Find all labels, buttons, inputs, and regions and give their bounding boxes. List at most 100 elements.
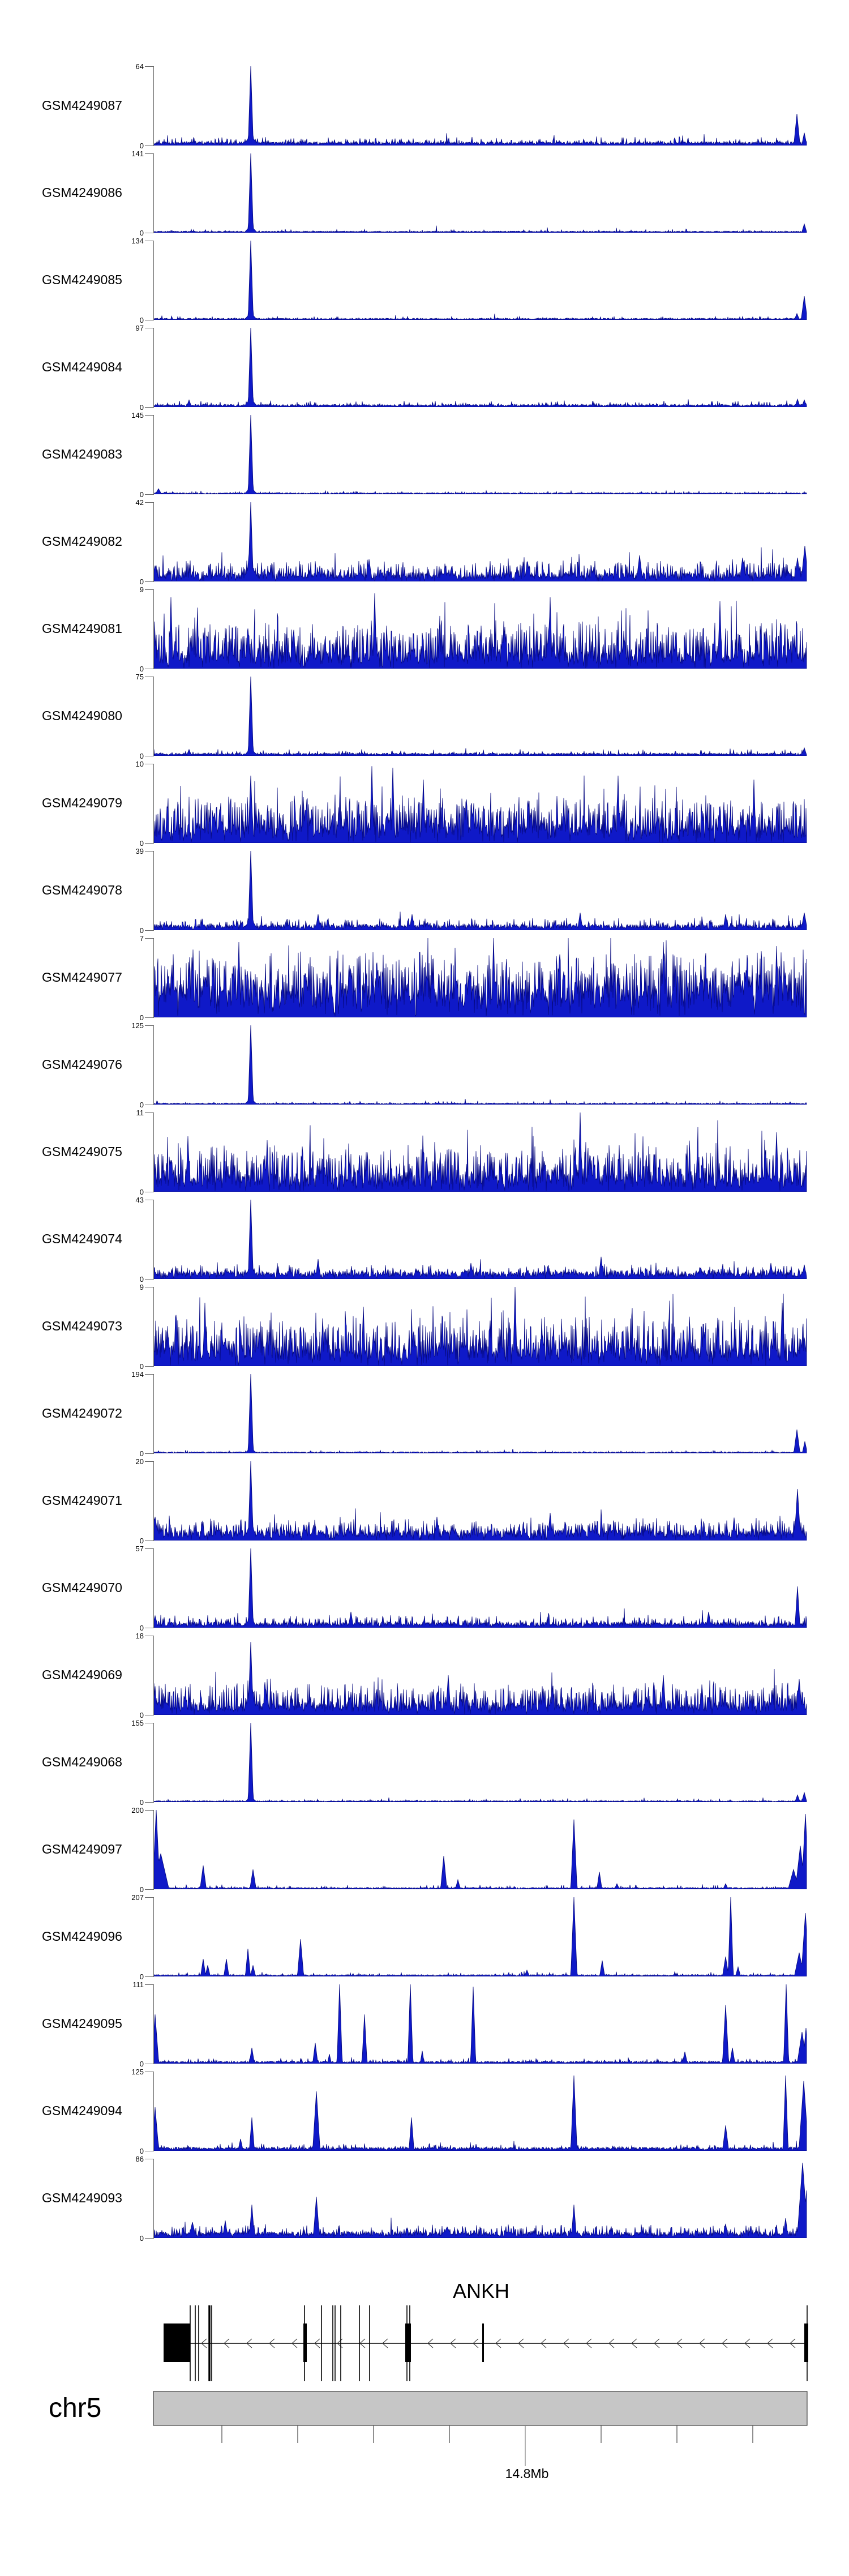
strand-arrow-icon — [722, 2338, 728, 2348]
signal-area — [154, 328, 807, 407]
y-axis-line — [153, 1200, 154, 1280]
signal-area — [154, 677, 807, 756]
signal-track: GSM4249095 111 0 — [0, 1980, 849, 2072]
signal-track: GSM4249085 134 0 — [0, 237, 849, 328]
track-ymax-label: 111 — [132, 1980, 144, 1989]
track-label: GSM4249079 — [42, 795, 122, 810]
y-axis-line — [153, 1374, 154, 1454]
track-label: GSM4249073 — [42, 1319, 122, 1333]
y-axis-line — [153, 1723, 154, 1803]
track-ymax-label: 155 — [131, 1719, 144, 1727]
track-label: GSM4249086 — [42, 185, 122, 200]
signal-plot — [154, 677, 807, 756]
signal-track: GSM4249097 200 0 — [0, 1806, 849, 1897]
signal-area — [154, 66, 807, 146]
track-ymax-label: 194 — [131, 1370, 144, 1379]
signal-plot — [154, 2075, 807, 2151]
y-axis-line — [153, 1112, 154, 1192]
axis-tick-top-icon — [145, 589, 153, 590]
signal-area — [154, 593, 807, 669]
signal-plot — [154, 1112, 807, 1192]
track-ymin-label: 0 — [139, 1275, 144, 1283]
track-label: GSM4249074 — [42, 1231, 122, 1246]
y-axis-line — [153, 1810, 154, 1890]
axis-tick-top-icon — [145, 1461, 153, 1462]
chromosome-bar — [153, 2391, 808, 2426]
axis-tick-bottom-icon — [145, 2238, 153, 2239]
strand-arrow-icon — [201, 2338, 207, 2348]
y-axis-line — [153, 415, 154, 495]
signal-area — [154, 241, 807, 320]
strand-arrow-icon — [427, 2338, 434, 2348]
track-ymin-label: 0 — [139, 316, 144, 324]
y-axis-line — [153, 502, 154, 582]
track-ymax-label: 39 — [135, 847, 144, 855]
strand-arrow-icon — [450, 2338, 456, 2348]
axis-tick-top-icon — [145, 1548, 153, 1549]
y-axis-line — [153, 677, 154, 756]
exon-box — [164, 2323, 190, 2362]
axis-tick-top-icon — [145, 1374, 153, 1375]
signal-track: GSM4249082 42 0 — [0, 498, 849, 589]
y-axis-line — [153, 764, 154, 844]
axis-tick-top-icon — [145, 1897, 153, 1898]
signal-plot — [154, 1200, 807, 1279]
ruler-position-label: 14.8Mb — [505, 2466, 549, 2481]
exon-box — [405, 2323, 411, 2362]
track-label: GSM4249075 — [42, 1144, 122, 1159]
axis-tick-bottom-icon — [145, 1366, 153, 1367]
signal-area — [154, 1642, 807, 1715]
track-ymin-label: 0 — [139, 142, 144, 150]
track-ymax-label: 97 — [135, 324, 144, 332]
signal-area — [154, 2075, 807, 2151]
track-label: GSM4249085 — [42, 272, 122, 287]
strand-arrow-icon — [291, 2338, 298, 2348]
signal-area — [154, 1025, 807, 1105]
signal-plot — [154, 1287, 807, 1366]
signal-area — [154, 1287, 807, 1366]
strand-arrow-icon — [586, 2338, 592, 2348]
signal-plot — [154, 1810, 807, 1889]
track-ymax-label: 200 — [131, 1806, 144, 1815]
strand-arrow-icon — [541, 2338, 547, 2348]
axis-tick-bottom-icon — [145, 1017, 153, 1018]
track-label: GSM4249072 — [42, 1406, 122, 1420]
strand-arrow-icon — [359, 2338, 366, 2348]
track-ymin-label: 0 — [139, 2147, 144, 2155]
signal-area — [154, 851, 807, 930]
signal-track: GSM4249077 7 0 — [0, 934, 849, 1025]
track-ymin-label: 0 — [139, 1101, 144, 1109]
y-axis-line — [153, 328, 154, 408]
y-axis-line — [153, 1897, 154, 1977]
track-ymin-label: 0 — [139, 752, 144, 760]
signal-plot — [154, 1025, 807, 1105]
signal-track: GSM4249081 9 0 — [0, 585, 849, 677]
axis-tick-bottom-icon — [145, 407, 153, 408]
signal-area — [154, 1897, 807, 1976]
strand-arrow-icon — [473, 2338, 479, 2348]
signal-plot — [154, 1548, 807, 1628]
y-axis-line — [153, 153, 154, 233]
track-ymin-label: 0 — [139, 2060, 144, 2068]
track-ymin-label: 0 — [139, 839, 144, 848]
signal-area — [154, 1112, 807, 1192]
axis-tick-top-icon — [145, 1984, 153, 1985]
y-axis-line — [153, 1287, 154, 1367]
track-ymin-label: 0 — [139, 1711, 144, 1719]
y-axis-line — [153, 66, 154, 146]
track-ymax-label: 86 — [135, 2155, 144, 2163]
track-ymax-label: 9 — [139, 1283, 144, 1291]
strand-arrow-icon — [495, 2338, 501, 2348]
axis-tick-bottom-icon — [145, 1889, 153, 1890]
axis-tick-top-icon — [145, 153, 153, 154]
track-label: GSM4249078 — [42, 883, 122, 897]
y-axis-line — [153, 938, 154, 1018]
y-axis-line — [153, 2159, 154, 2239]
track-label: GSM4249096 — [42, 1929, 122, 1944]
signal-area — [154, 766, 807, 843]
exon-box — [482, 2323, 484, 2362]
signal-track: GSM4249087 64 0 — [0, 62, 849, 153]
track-label: GSM4249077 — [42, 970, 122, 985]
axis-tick-bottom-icon — [145, 843, 153, 844]
chromosome-label: chr5 — [49, 2393, 102, 2423]
